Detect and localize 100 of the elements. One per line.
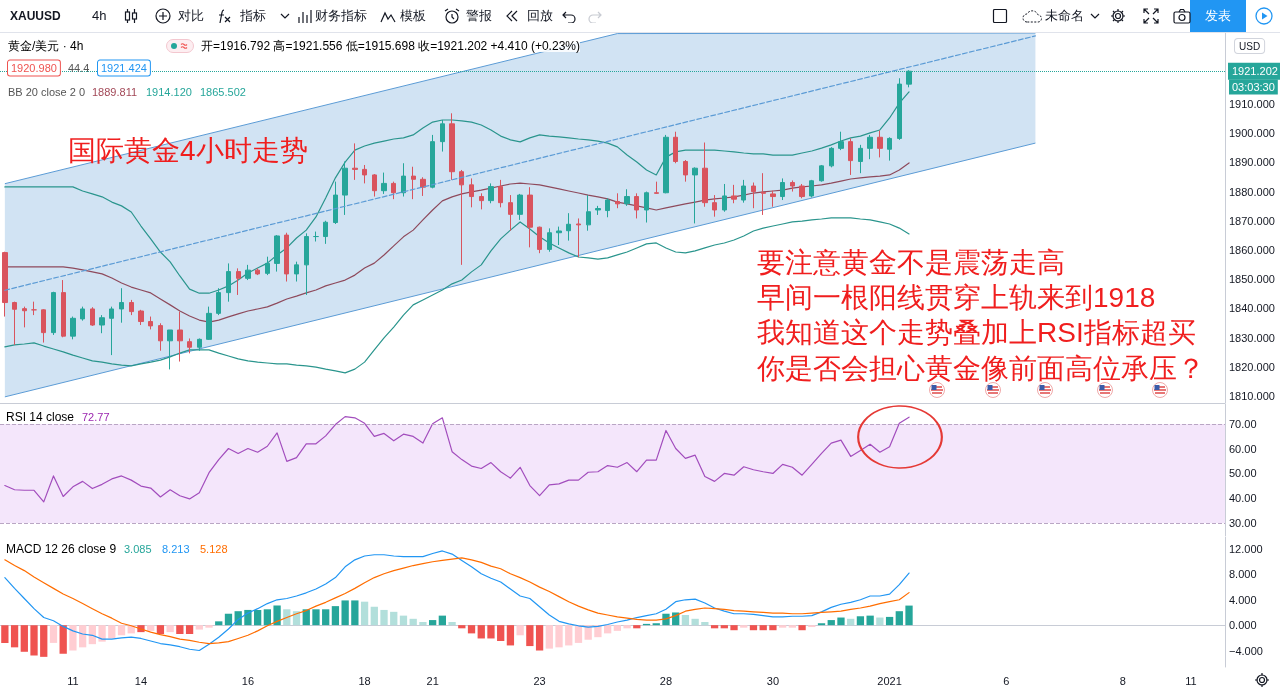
- bar: [399, 615, 408, 626]
- candlestick: [644, 191, 649, 224]
- candlestick: [838, 131, 844, 151]
- bar: [322, 609, 330, 626]
- candlestick: [22, 306, 27, 328]
- bar: [253, 609, 262, 626]
- text: MACD 12 26 close 9: [6, 542, 117, 556]
- bar: [740, 625, 748, 628]
- candlestick: [138, 309, 144, 326]
- text: 警报: [466, 8, 492, 24]
- bar: [351, 600, 359, 626]
- text: 模板: [400, 8, 426, 24]
- candlestick: [556, 226, 562, 246]
- annotation: 你是否会担心黄金像前面高位承压？: [756, 352, 1205, 384]
- y-tick-label: 1910.000: [1229, 97, 1275, 110]
- candlestick: [440, 119, 445, 153]
- bar: [419, 621, 427, 626]
- bar: [565, 625, 573, 646]
- annotation: 72.77: [82, 411, 110, 423]
- bar: [147, 625, 155, 631]
- candlestick: [479, 192, 484, 210]
- bar: [108, 625, 116, 639]
- candlestick: [829, 146, 834, 168]
- candlestick: [313, 231, 319, 243]
- y-tick-label: −4.000: [1229, 644, 1263, 657]
- candlestick: [498, 179, 503, 208]
- annotation: 8.213: [162, 543, 190, 555]
- text: XAUUSD: [10, 8, 61, 24]
- candlestick: [517, 193, 523, 221]
- candlestick: [809, 179, 814, 198]
- bar: [681, 615, 690, 626]
- candlestick: [702, 142, 708, 208]
- text: 未命名: [1045, 8, 1084, 24]
- candlestick: [469, 177, 474, 208]
- candlestick: [897, 77, 902, 141]
- candlestick: [566, 212, 571, 242]
- bar: [506, 625, 515, 646]
- bar: [545, 625, 553, 649]
- y-tick-label: 40.00: [1229, 492, 1257, 505]
- candlestick: [624, 188, 630, 207]
- annotation: 1865.502: [200, 86, 246, 98]
- annotation: 5.128: [200, 543, 228, 555]
- candlestick: [255, 267, 260, 276]
- bar: [798, 625, 806, 631]
- bar: [176, 625, 184, 635]
- bar: [10, 625, 19, 648]
- candlestick: [877, 130, 883, 158]
- y-tick-label: 1860.000: [1229, 243, 1275, 256]
- x-tick-label: 6: [1003, 674, 1010, 687]
- candlestick: [508, 194, 513, 232]
- bar: [1, 625, 9, 643]
- candlestick: [294, 261, 299, 283]
- text: 03:03:30: [1232, 81, 1275, 93]
- candlestick: [449, 112, 455, 181]
- bar: [730, 625, 738, 631]
- candlestick: [605, 197, 610, 218]
- annotation: 1889.811: [92, 86, 138, 98]
- candlestick: [284, 232, 289, 283]
- candlestick: [595, 205, 601, 216]
- annotation: 3.085: [124, 543, 152, 555]
- candlestick: [187, 337, 192, 354]
- candlestick: [119, 287, 124, 324]
- x-tick-label: 8: [1119, 674, 1126, 687]
- annotation: 我知道这个走势叠加上RSI指标超买: [757, 316, 1196, 348]
- bar: [49, 625, 58, 643]
- y-tick-label: 1890.000: [1229, 156, 1275, 169]
- bar: [360, 601, 369, 626]
- candlestick: [177, 311, 183, 363]
- candlestick: [858, 144, 863, 174]
- bar: [613, 625, 622, 631]
- annotation: 国际黄金4小时走势: [68, 134, 308, 166]
- candlestick: [790, 179, 795, 193]
- candlestick: [848, 137, 853, 176]
- bar: [691, 618, 699, 626]
- x-tick-label: 23: [533, 674, 546, 687]
- candlestick: [430, 134, 435, 189]
- x-tick-label: 18: [358, 674, 371, 687]
- candlestick: [488, 182, 494, 204]
- bar: [40, 625, 48, 657]
- candlestick: [867, 134, 873, 160]
- bar: [467, 625, 476, 634]
- candlestick: [352, 142, 358, 181]
- candlestick: [547, 227, 552, 253]
- candlestick: [420, 176, 426, 197]
- candlestick: [109, 306, 114, 356]
- candlestick: [99, 314, 105, 334]
- x-tick-label: 14: [134, 674, 148, 687]
- bar: [438, 615, 447, 626]
- bar: [633, 625, 641, 629]
- text: 黄金/美元 · 4h: [8, 39, 84, 53]
- candlestick: [236, 267, 241, 296]
- bar: [195, 625, 203, 630]
- bar: [224, 613, 233, 626]
- y-tick-label: 1870.000: [1229, 214, 1275, 227]
- y-tick-label: 0.000: [1229, 619, 1257, 632]
- bar: [390, 611, 398, 626]
- bar: [69, 625, 77, 651]
- y-tick-label: 1880.000: [1229, 185, 1275, 198]
- y-tick-label: 50.00: [1229, 467, 1257, 480]
- candlestick: [265, 256, 270, 276]
